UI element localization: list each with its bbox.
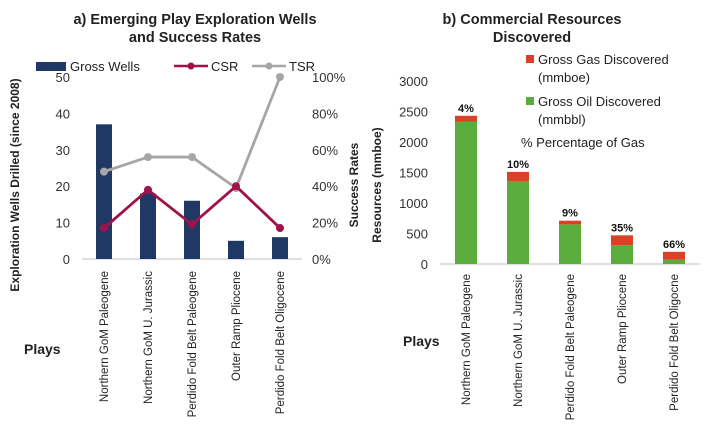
chart-a-y-tick-label: 0 — [63, 252, 70, 267]
chart-b-data-label: 9% — [562, 208, 578, 220]
legend-gas-label: Gross Gas Discovered — [538, 52, 669, 67]
chart-b-y-tick-label: 2000 — [399, 135, 428, 150]
chart-b-x-tick-label: Northern GoM Paleogene — [461, 274, 473, 405]
chart-a-point-csr — [276, 224, 284, 233]
chart-a-point-csr — [232, 182, 240, 191]
chart-a-x-tick-label: Perdido Fold Belt Oligocene — [275, 271, 287, 414]
chart-a-x-tick-label: Northern GoM Paleogene — [99, 271, 111, 402]
chart-a-x-axis-label: Plays — [24, 341, 61, 357]
chart-b-y-tick-label: 0 — [421, 257, 428, 272]
chart-a-x-tick-label: Outer Ramp Pliocene — [231, 271, 243, 381]
chart-a-point-tsr — [276, 73, 284, 81]
chart-a-point-tsr — [188, 153, 196, 162]
chart-b-bar-gas-outer-ramp-pliocene — [611, 235, 633, 246]
chart-a-y-tick-label: 20 — [56, 179, 70, 194]
chart-b-bar-oil-northern-gom-u-jurassic — [507, 181, 529, 264]
chart-a-legend: Gross Wells CSR TSR — [36, 59, 315, 74]
chart-b-plot: 0 500 1000 1500 2000 2500 3000 4% Northern GoM P… — [399, 74, 700, 420]
chart-b-bar-gas-northern-gom-u-jurassic — [507, 171, 529, 182]
chart-a-bar-northern-gom-paleogene — [96, 124, 112, 259]
chart-b-title-line2: Discovered — [493, 30, 571, 46]
chart-a-bar-outer-ramp-pliocene — [228, 240, 244, 259]
chart-a-y-tick-label: 10 — [56, 216, 70, 231]
chart-a-y2-tick-label: 0% — [312, 252, 331, 267]
legend-tsr-label: TSR — [289, 59, 315, 74]
chart-a-point-csr — [188, 220, 196, 229]
legend-gross-wells-label: Gross Wells — [70, 59, 140, 74]
chart-a-y2-axis-label: Success Rates — [347, 142, 361, 227]
chart-a-point-tsr — [144, 153, 152, 162]
chart-a-y2-tick-label: 60% — [312, 143, 338, 158]
chart-b-x-axis-label: Plays — [403, 333, 440, 349]
chart-a-x-tick-label: Perdido Fold Belt Paleogene — [187, 271, 199, 417]
chart-a-y-tick-label: 50 — [56, 70, 70, 85]
chart-b-bar-oil-northern-gom-paleogene — [455, 121, 477, 265]
chart-a-point-csr — [144, 185, 152, 194]
chart-a-point-csr — [100, 224, 108, 233]
legend-tsr-marker — [265, 62, 273, 70]
chart-b-y-tick-label: 3000 — [399, 74, 428, 89]
chart-a-y-axis-label: Exploration Wells Drilled (since 2008) — [8, 78, 22, 291]
chart-b-legend: Gross Gas Discovered (mmboe) Gross Oil D… — [521, 52, 669, 150]
chart-b-bar-oil-perdido-fold-belt-paleogene — [559, 224, 581, 264]
chart-b-data-label: 66% — [663, 239, 685, 251]
chart-b-bar-gas-perdido-fold-belt-paleogene — [559, 220, 581, 225]
chart-b-x-tick-label: Perdido Fold Belt Paleogene — [565, 274, 577, 420]
chart-a-title-line1: a) Emerging Play Exploration Wells — [73, 12, 316, 28]
legend-csr-label: CSR — [211, 59, 238, 74]
chart-b-title-line1: b) Commercial Resources — [443, 12, 622, 28]
chart-a-y2-tick-label: 80% — [312, 106, 338, 121]
chart-b-bar-oil-perdido-fold-belt-oligocne — [663, 259, 685, 264]
chart-b-bar-gas-northern-gom-paleogene — [455, 115, 477, 122]
legend-oil-swatch — [526, 97, 534, 105]
legend-percentage-note: % Percentage of Gas — [521, 135, 645, 150]
chart-b-y-axis-label: Resources (mmboe) — [370, 127, 384, 242]
chart-b-x-tick-label: Outer Ramp Pliocene — [617, 274, 629, 384]
chart-b-y-tick-label: 1500 — [399, 166, 428, 181]
legend-csr-marker — [187, 62, 195, 70]
chart-a-y2-tick-label: 100% — [312, 70, 346, 85]
chart-a-bar-northern-gom-u-jurassic — [140, 193, 156, 259]
chart-a-plot: 0 10 20 30 40 50 0% 20% 40% 60% 80% 100% Northern Go… — [56, 70, 346, 417]
chart-b-y-tick-label: 2500 — [399, 105, 428, 120]
chart-a-line-tsr — [103, 76, 282, 190]
chart-b-bar-oil-outer-ramp-pliocene — [611, 245, 633, 264]
chart-a-y-tick-label: 40 — [56, 106, 70, 121]
legend-gas-swatch — [526, 55, 534, 63]
chart-b-y-tick-label: 500 — [406, 227, 428, 242]
legend-gross-wells-swatch — [36, 62, 66, 71]
chart-a-x-tick-label: Northern GoM U. Jurassic — [143, 271, 155, 404]
chart-a-title-line2: and Success Rates — [129, 30, 261, 46]
chart-b-y-tick-label: 1000 — [399, 196, 428, 211]
chart-b-bar-gas-perdido-fold-belt-oligocne — [663, 251, 685, 260]
chart-b-x-tick-label: Northern GoM U. Jurassic — [513, 274, 525, 407]
chart-b-data-label: 10% — [507, 159, 529, 171]
chart-a-y2-tick-label: 40% — [312, 179, 338, 194]
legend-oil-unit: (mmbbl) — [538, 112, 586, 127]
chart-b-data-label: 4% — [458, 103, 474, 115]
chart-a-y-tick-label: 30 — [56, 143, 70, 158]
chart-a-point-tsr — [100, 167, 108, 176]
legend-gas-unit: (mmboe) — [538, 70, 590, 85]
legend-oil-label: Gross Oil Discovered — [538, 94, 661, 109]
chart-b-x-tick-label: Perdido Fold Belt Oligocne — [669, 274, 681, 411]
chart-a-bar-perdido-fold-belt-oligocene — [272, 237, 288, 259]
chart-a-bar-perdido-fold-belt-paleogene — [184, 200, 200, 259]
chart-b-data-label: 35% — [611, 222, 633, 234]
chart-a-y2-tick-label: 20% — [312, 216, 338, 231]
